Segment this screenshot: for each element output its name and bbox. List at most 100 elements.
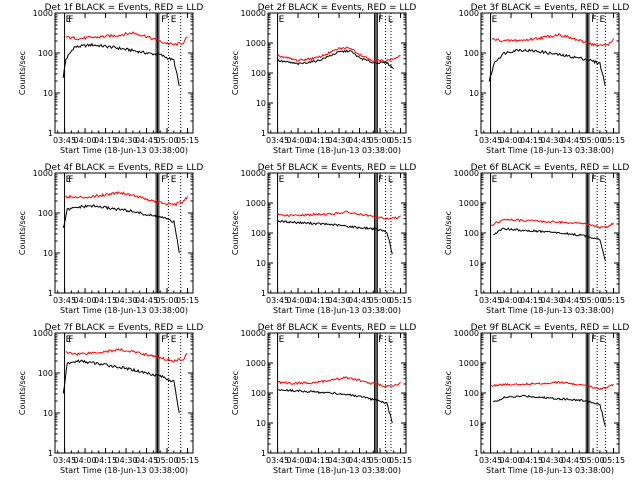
marker-label: F xyxy=(161,335,166,345)
series-events-line xyxy=(488,48,606,87)
series-events-line xyxy=(277,388,393,424)
marker-label: F xyxy=(68,335,73,345)
x-tick-label: 04:15 xyxy=(520,456,543,465)
x-axis-label: Start Time (18-Jun-13 03:38:00) xyxy=(60,466,188,475)
y-tick-label: 100 xyxy=(251,389,266,398)
y-tick-label: 1000 xyxy=(246,39,266,48)
x-tick-label: 04:00 xyxy=(74,296,97,305)
series-events-line xyxy=(492,394,606,427)
marker-label: E xyxy=(66,15,72,25)
y-tick-label: 10000 xyxy=(241,329,266,338)
x-tick-label: 05:15 xyxy=(602,456,625,465)
x-tick-label: 05:15 xyxy=(389,296,412,305)
x-tick-label: 04:30 xyxy=(541,136,564,145)
panel-det-5: Det 5f BLACK = Events, RED = LLD E F L 1 10 10… xyxy=(231,163,416,315)
y-tick-label: 1000 xyxy=(459,359,479,368)
y-axis-label: Counts/sec xyxy=(444,371,453,415)
x-tick-label: 04:00 xyxy=(287,296,310,305)
x-tick-label: 04:15 xyxy=(307,136,330,145)
y-tick-label: 10 xyxy=(43,89,53,98)
x-tick-label: 03:45 xyxy=(53,136,76,145)
marker-label: F xyxy=(591,335,596,345)
y-tick-label: 10000 xyxy=(241,169,266,178)
y-tick-label: 100 xyxy=(464,229,479,238)
series-lld-line xyxy=(65,347,188,363)
series-lld-line xyxy=(490,381,614,391)
x-tick-label: 05:15 xyxy=(602,136,625,145)
y-tick-label: 10 xyxy=(256,259,266,268)
y-tick-label: 10 xyxy=(256,99,266,108)
marker-label: E xyxy=(171,15,177,25)
series-lld-line xyxy=(277,210,401,220)
y-tick-label: 10 xyxy=(469,419,479,428)
y-tick-label: 1 xyxy=(261,289,266,298)
y-tick-label: 10 xyxy=(43,249,53,258)
x-tick-label: 04:15 xyxy=(94,136,117,145)
series-events-line xyxy=(493,227,606,261)
x-tick-label: 05:00 xyxy=(156,456,179,465)
x-tick-label: 03:45 xyxy=(479,136,502,145)
y-tick-label: 1000 xyxy=(33,169,53,178)
x-tick-label: 04:45 xyxy=(135,296,158,305)
x-axis-label: Start Time (18-Jun-13 03:38:00) xyxy=(486,306,614,315)
x-tick-label: 03:45 xyxy=(266,296,289,305)
panel-title: Det 5f BLACK = Events, RED = LLD xyxy=(258,163,417,173)
x-tick-label: 04:45 xyxy=(135,136,158,145)
x-tick-label: 05:00 xyxy=(582,296,605,305)
panel-title: Det 3f BLACK = Events, RED = LLD xyxy=(471,3,630,13)
y-axis-label: Counts/sec xyxy=(231,211,240,255)
x-tick-label: 04:00 xyxy=(500,296,523,305)
x-tick-label: 04:30 xyxy=(328,456,351,465)
x-tick-label: 04:30 xyxy=(541,456,564,465)
marker-label: L xyxy=(388,15,393,25)
plot-frame xyxy=(54,12,194,134)
marker-label: F xyxy=(68,175,73,185)
y-axis-label: Counts/sec xyxy=(444,51,453,95)
x-tick-label: 04:00 xyxy=(287,136,310,145)
x-tick-label: 04:45 xyxy=(561,136,584,145)
y-tick-label: 10 xyxy=(469,89,479,98)
plot-frame xyxy=(480,12,620,134)
panel-title: Det 2f BLACK = Events, RED = LLD xyxy=(258,3,417,13)
y-axis-label: Counts/sec xyxy=(444,211,453,255)
x-tick-label: 03:45 xyxy=(479,456,502,465)
y-axis-label: Counts/sec xyxy=(231,371,240,415)
x-tick-label: 05:00 xyxy=(369,456,392,465)
y-tick-label: 100 xyxy=(38,369,53,378)
y-axis-label: Counts/sec xyxy=(18,51,27,95)
y-tick-label: 10000 xyxy=(454,329,479,338)
series-events-line xyxy=(277,49,394,70)
x-tick-label: 04:00 xyxy=(74,456,97,465)
series-events-line xyxy=(62,42,180,87)
panel-title: Det 6f BLACK = Events, RED = LLD xyxy=(471,163,630,173)
marker-label: F xyxy=(68,15,73,25)
x-tick-label: 04:30 xyxy=(115,296,138,305)
x-tick-label: 03:45 xyxy=(479,296,502,305)
x-tick-label: 05:00 xyxy=(582,136,605,145)
y-axis-label: Counts/sec xyxy=(18,371,27,415)
y-tick-label: 1000 xyxy=(33,329,53,338)
y-tick-label: 1 xyxy=(48,289,53,298)
series-lld-line xyxy=(491,32,614,47)
x-tick-label: 04:45 xyxy=(561,456,584,465)
panel-det-2: Det 2f BLACK = Events, RED = LLD E F L 1 10 10… xyxy=(231,3,416,155)
x-tick-label: 04:45 xyxy=(348,456,371,465)
y-tick-label: 1 xyxy=(474,449,479,458)
series-events-line xyxy=(277,219,393,255)
x-tick-label: 04:00 xyxy=(500,456,523,465)
y-tick-label: 1000 xyxy=(246,359,266,368)
series-lld-line xyxy=(277,376,401,388)
x-axis-label: Start Time (18-Jun-13 03:38:00) xyxy=(60,306,188,315)
x-tick-label: 05:15 xyxy=(176,456,199,465)
plot-frame xyxy=(54,332,194,454)
x-axis-label: Start Time (18-Jun-13 03:38:00) xyxy=(273,466,401,475)
marker-label: F xyxy=(378,335,383,345)
x-axis-label: Start Time (18-Jun-13 03:38:00) xyxy=(273,306,401,315)
y-tick-label: 10 xyxy=(256,419,266,428)
x-tick-label: 04:00 xyxy=(74,136,97,145)
